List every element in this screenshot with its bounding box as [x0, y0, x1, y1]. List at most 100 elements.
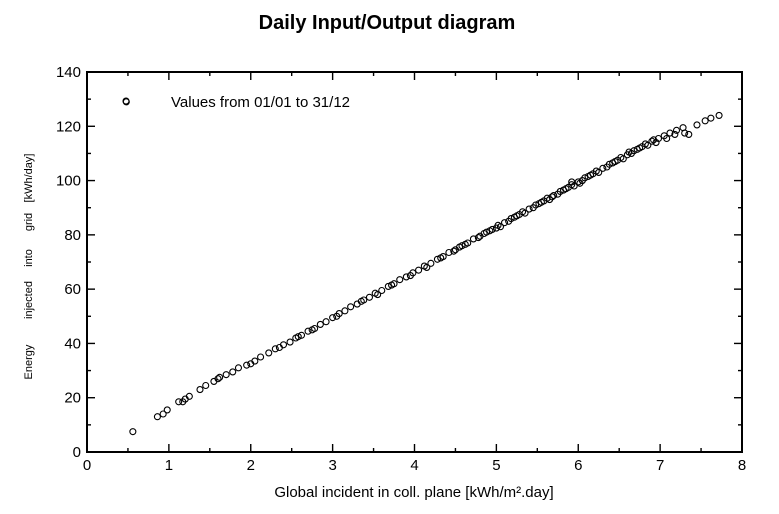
data-point [234, 364, 243, 372]
data-point [196, 386, 204, 394]
x-tick-label: 8 [738, 457, 746, 474]
data-point [663, 134, 671, 143]
chart-title: Daily Input/Output diagram [259, 12, 516, 34]
data-point [322, 318, 330, 326]
data-point [548, 193, 556, 201]
data-point [365, 293, 374, 301]
data-point [214, 375, 222, 383]
data-point [297, 331, 306, 339]
data-point [415, 266, 423, 274]
data-point [222, 371, 230, 379]
data-point [384, 282, 392, 290]
data-point [202, 381, 210, 390]
x-tick-label: 5 [492, 457, 500, 474]
data-point [589, 170, 597, 178]
y-tick-label: 60 [64, 281, 81, 298]
data-point [486, 227, 494, 235]
data-point [433, 255, 441, 263]
data-point [247, 360, 255, 368]
y-tick-label: 40 [64, 335, 81, 352]
y-axis-label-word: grid [23, 213, 35, 231]
y-axis-label-word: Energy [23, 344, 35, 379]
data-point [540, 197, 548, 205]
data-point [388, 281, 396, 289]
data-point [715, 111, 723, 119]
y-tick-label: 0 [73, 444, 81, 461]
data-point [316, 320, 324, 328]
data-point [681, 129, 689, 137]
data-point [625, 148, 633, 156]
data-point [129, 428, 137, 436]
data-point [257, 353, 265, 361]
data-point [308, 326, 316, 334]
data-point [163, 406, 171, 414]
data-point [648, 137, 656, 145]
data-point [515, 210, 523, 219]
data-point [423, 263, 431, 271]
data-point [159, 410, 167, 418]
data-point [492, 224, 500, 232]
legend-label: Values from 01/01 to 31/12 [171, 94, 350, 111]
plot-frame [86, 71, 743, 453]
y-tick-labels: 0 20 40 60 80 100 120 140 [56, 64, 81, 461]
data-point [603, 163, 611, 171]
legend: Values from 01/01 to 31/12 [122, 94, 350, 111]
data-point [501, 219, 509, 227]
data-point [294, 333, 302, 341]
data-point [265, 349, 273, 357]
data-point [469, 235, 478, 243]
data-point [427, 259, 435, 267]
data-point [461, 240, 469, 248]
y-tick-label: 100 [56, 173, 81, 190]
data-point [216, 373, 224, 381]
data-point [666, 129, 674, 137]
data-point [455, 243, 464, 251]
y-axis-label-word: [kWh/day] [23, 154, 35, 203]
data-point [243, 361, 251, 369]
data-point [378, 286, 386, 295]
data-point [474, 234, 482, 242]
data-point [559, 186, 568, 194]
x-tick-label: 4 [410, 457, 418, 474]
data-point [550, 191, 558, 200]
data-point [568, 178, 576, 186]
data-point [638, 143, 646, 151]
data-point [271, 345, 279, 353]
data-point [347, 303, 355, 311]
x-tick-label: 3 [328, 457, 336, 474]
data-point [357, 297, 365, 305]
data-point [685, 130, 693, 138]
data-point [650, 136, 658, 144]
y-tick-label: 20 [64, 390, 81, 407]
y-axis-label: Energy injected into grid [kWh/day] [23, 154, 35, 380]
y-tick-label: 140 [56, 64, 81, 81]
data-point [529, 204, 537, 212]
y-tick-label: 80 [64, 227, 81, 244]
data-point [286, 338, 294, 346]
x-tick-label: 7 [656, 457, 664, 474]
data-point [450, 247, 458, 255]
data-point [175, 398, 183, 406]
legend-marker [122, 97, 130, 105]
data-point [396, 276, 404, 284]
data-point [576, 179, 584, 187]
x-axis-label: Global incident in coll. plane [kWh/m².d… [274, 484, 553, 501]
data-point [437, 254, 445, 262]
x-tick-label: 2 [247, 457, 255, 474]
x-tick-label: 0 [83, 457, 91, 474]
data-point [333, 312, 341, 320]
data-point [445, 248, 453, 257]
y-axis-label-word: injected [23, 281, 35, 319]
data-point [153, 413, 161, 421]
data-point [505, 217, 513, 225]
data-point [374, 291, 382, 299]
data-point [693, 121, 701, 129]
data-point [707, 114, 715, 122]
data-point [341, 307, 349, 315]
y-axis-label-word: into [23, 249, 35, 267]
data-point [275, 343, 283, 352]
data-point [701, 117, 709, 125]
data-point [525, 205, 533, 213]
data-point [599, 164, 607, 172]
